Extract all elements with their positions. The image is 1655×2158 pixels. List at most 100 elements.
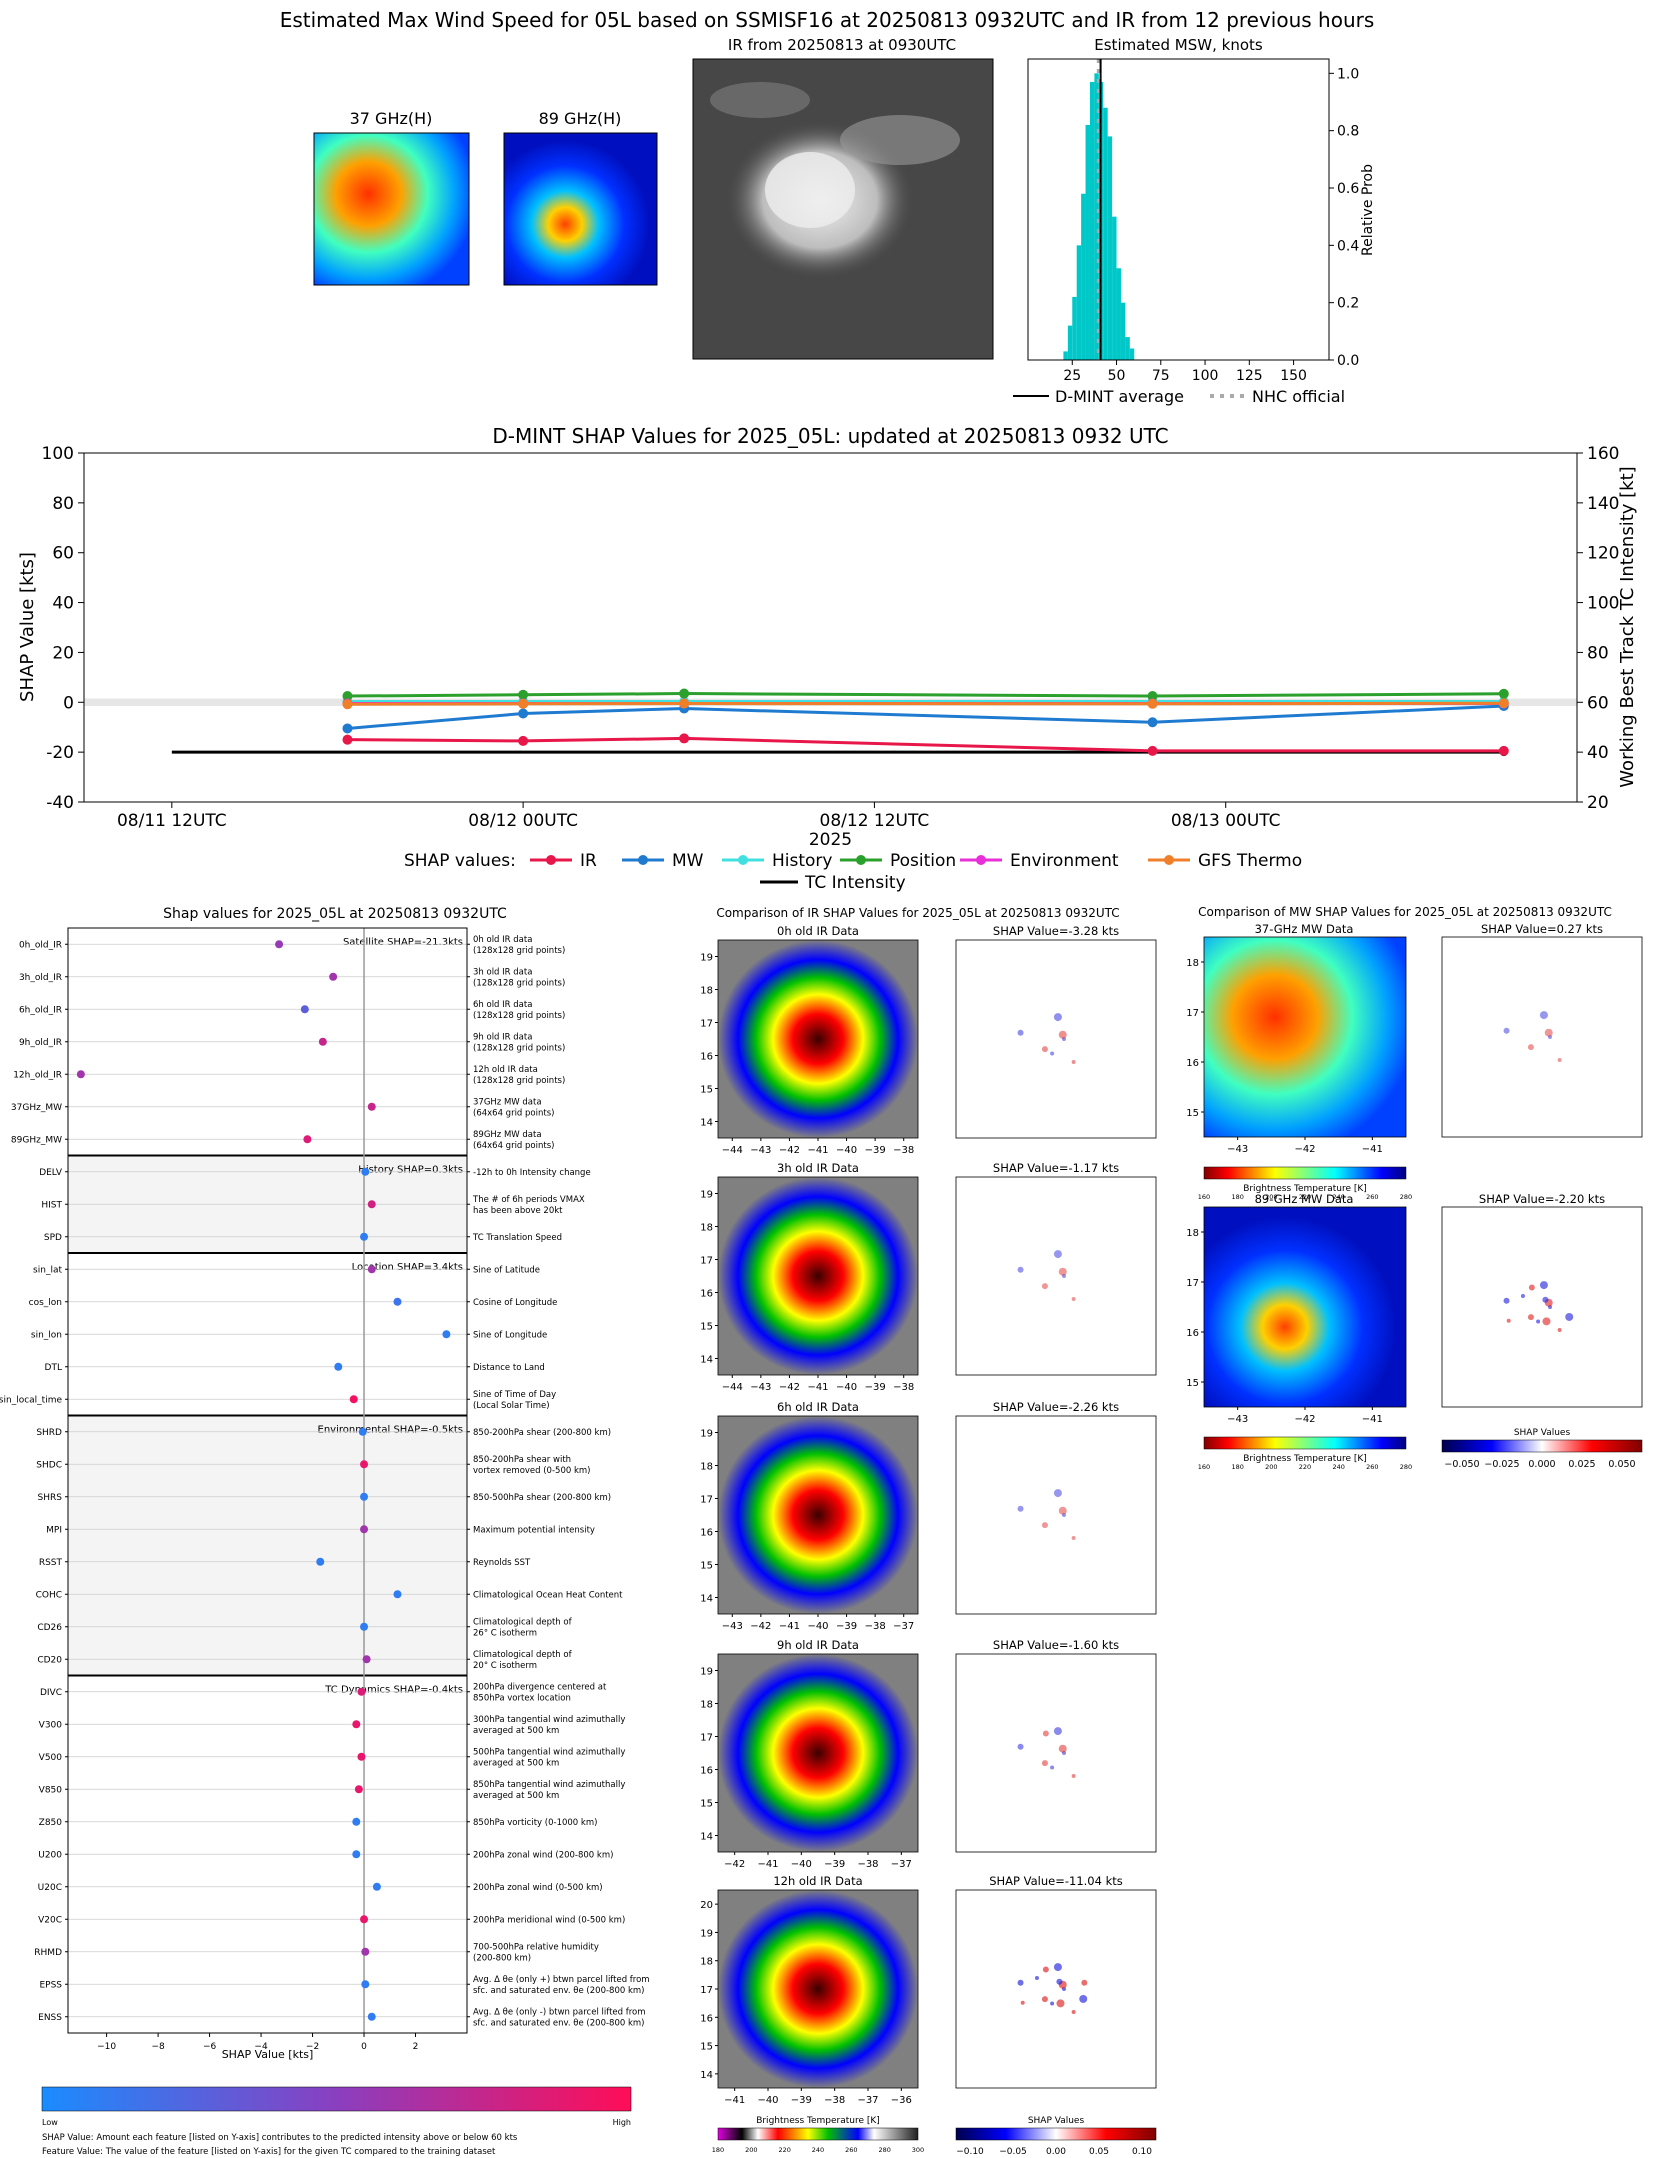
feature-description: 26° C isotherm xyxy=(473,1628,537,1638)
ir-bt-tick: 280 xyxy=(878,2146,890,2154)
feature-name: 12h_old_IR xyxy=(13,1070,62,1080)
x-tick-label: −38 xyxy=(824,2095,845,2106)
feature-name: RHMD xyxy=(34,1948,62,1958)
x-tick-label: −40 xyxy=(836,1382,857,1393)
y-tick-label: 0 xyxy=(63,693,74,713)
shap-speckle xyxy=(1017,1029,1024,1036)
feature-name: SHDC xyxy=(36,1460,62,1470)
y-tick-label: 20 xyxy=(700,1900,713,1911)
y-tick-label: 16 xyxy=(700,1766,713,1777)
shap-speckle xyxy=(1058,1267,1067,1276)
y-tick-label: 16 xyxy=(700,1052,713,1063)
y-tick-label: 14 xyxy=(700,2070,713,2081)
ir-panel xyxy=(717,1176,919,1376)
shap-speckle xyxy=(1020,2000,1025,2005)
legend-marker xyxy=(638,855,648,865)
feature-description: 850-200hPa shear (200-800 km) xyxy=(473,1428,611,1438)
feature-description: 850hPa vorticity (0-1000 km) xyxy=(473,1818,597,1828)
x-tick-label: −42 xyxy=(779,1145,800,1156)
mw-row-label: 37-GHz MW Data xyxy=(1255,922,1354,936)
shap-speckle xyxy=(1042,1730,1049,1737)
y-tick-label: -20 xyxy=(46,743,74,763)
legend-label: GFS Thermo xyxy=(1198,851,1302,871)
x-tick-label: −2 xyxy=(306,2042,319,2052)
histogram-bar xyxy=(1116,268,1121,360)
feature-point xyxy=(393,1297,402,1306)
feature-point xyxy=(361,1980,370,1989)
x-tick-label: −41 xyxy=(807,1382,828,1393)
feature-name: CD26 xyxy=(37,1623,62,1633)
x-tick-label: −42 xyxy=(724,1859,745,1870)
feature-description: (128x128 grid points) xyxy=(473,1011,565,1021)
feature-description: 200hPa meridional wind (0-500 km) xyxy=(473,1915,625,1925)
y-tick-label: 0.4 xyxy=(1337,238,1359,254)
feature-name: V850 xyxy=(39,1785,63,1795)
histogram-bar xyxy=(1076,245,1082,360)
mw-shap-label: SHAP Value=-2.20 kts xyxy=(1479,1192,1605,1206)
x-tick-label: −6 xyxy=(203,2042,217,2052)
x-tick-label: −38 xyxy=(893,1145,914,1156)
shap-speckle xyxy=(1053,1013,1062,1022)
feature-name: V300 xyxy=(39,1720,63,1730)
feature-point xyxy=(361,1947,370,1956)
y-tick-label: 18 xyxy=(1186,958,1199,969)
y-tick-label: 17 xyxy=(700,1495,713,1506)
group-label: Satellite SHAP=-21.3kts xyxy=(343,937,463,948)
legend-label: Position xyxy=(890,851,956,871)
feature-name: V20C xyxy=(38,1915,62,1925)
feature-description: averaged at 500 km xyxy=(473,1758,559,1768)
x-tick-label: −38 xyxy=(857,1859,878,1870)
feature-name: sin_local_time xyxy=(0,1395,62,1405)
mw-bt-tick: 200 xyxy=(1265,1193,1277,1201)
mw89-label: 89 GHz(H) xyxy=(539,109,622,128)
y-tick-label: 19 xyxy=(700,1667,713,1678)
feature-point xyxy=(367,1102,376,1111)
x-tick-label: −39 xyxy=(836,1621,857,1632)
y-tick-label: 15 xyxy=(700,1085,713,1096)
legend-label: MW xyxy=(672,851,704,871)
ir-image-label: IR from 20250813 at 0930UTC xyxy=(728,36,956,54)
x-tick-label: −42 xyxy=(750,1621,771,1632)
mw37-image xyxy=(313,132,470,286)
ir-bt-tick: 220 xyxy=(778,2146,790,2154)
shap-speckle xyxy=(1050,2001,1055,2006)
y2-tick-label: 140 xyxy=(1587,494,1619,514)
feature-description: Distance to Land xyxy=(473,1363,545,1373)
feature-point xyxy=(361,1167,370,1176)
shap-speckle xyxy=(1053,1727,1062,1736)
timeseries-ylabel: SHAP Value [kts] xyxy=(17,552,38,702)
series-point xyxy=(342,734,353,745)
legend-label: Environment xyxy=(1010,851,1119,871)
ir-row-label: 9h old IR Data xyxy=(777,1638,859,1652)
mw-bt-tick: 160 xyxy=(1198,1463,1210,1471)
shap-speckle xyxy=(1017,1743,1024,1750)
shap-speckle xyxy=(1544,1028,1553,1037)
series-point xyxy=(518,689,529,700)
feature-name: SPD xyxy=(44,1233,62,1243)
series-point xyxy=(1498,745,1509,756)
feature-description: sfc. and saturated env. θe (200-800 km) xyxy=(473,2018,645,2028)
shap-speckle xyxy=(1542,1296,1549,1303)
feature-description: 200hPa zonal wind (200-800 km) xyxy=(473,1850,613,1860)
feature-point xyxy=(360,1492,369,1501)
x-tick-label: −39 xyxy=(824,1859,845,1870)
shap-speckle xyxy=(1053,1250,1062,1259)
y-tick-label: 80 xyxy=(52,494,74,514)
y-tick-label: 16 xyxy=(1186,1058,1199,1069)
mw-row-label: 89-GHz MW Data xyxy=(1255,1192,1354,1206)
feature-description: 200hPa divergence centered at xyxy=(473,1682,607,1692)
mw-bt-colorbar xyxy=(1203,1436,1407,1450)
ir-shap-tick: −0.10 xyxy=(956,2147,984,2157)
x-tick-label: 08/12 00UTC xyxy=(468,811,578,831)
y-tick-label: 15 xyxy=(1186,1378,1199,1389)
x-tick-label: −40 xyxy=(757,2095,778,2106)
shap-speckle xyxy=(1058,1506,1067,1515)
ir-shap-panel xyxy=(955,1653,1157,1853)
feature-name: RSST xyxy=(39,1558,63,1568)
shap-speckle xyxy=(1539,1011,1548,1020)
feature-description: 500hPa tangential wind azimuthally xyxy=(473,1747,625,1757)
feature-point xyxy=(357,1752,366,1761)
shap-speckle xyxy=(1071,2010,1076,2015)
shap-speckle xyxy=(1058,1030,1067,1039)
mw-shap-tick: −0.050 xyxy=(1444,1459,1479,1470)
